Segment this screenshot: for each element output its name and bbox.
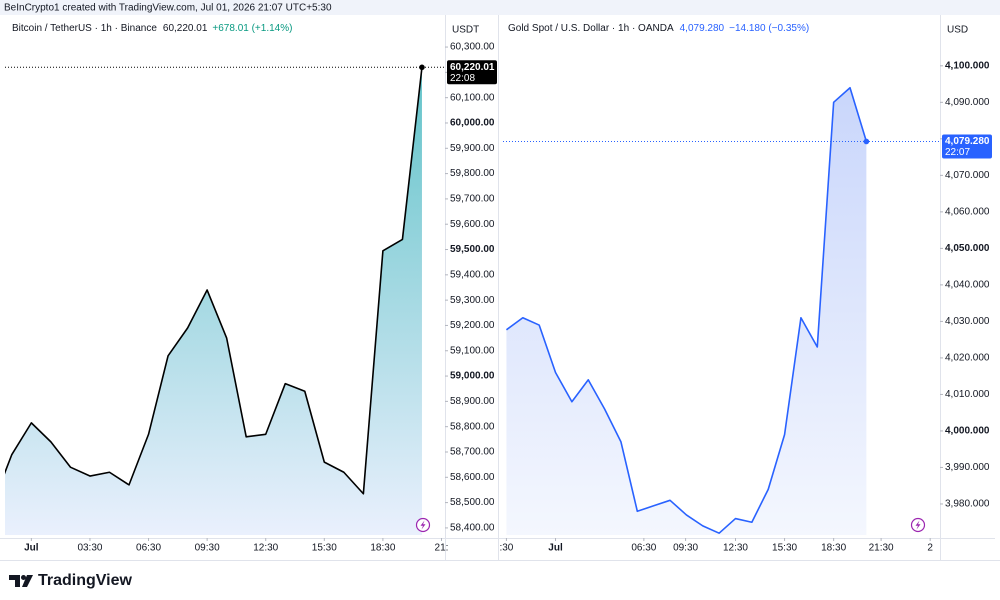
y-tick-label: 4,020.000 bbox=[945, 353, 990, 364]
y-tick-label: 4,070.000 bbox=[945, 170, 990, 181]
x-tick-label: :30 bbox=[499, 543, 513, 554]
x-tick-label: 12:30 bbox=[253, 543, 278, 554]
y-tick-label: 4,050.000 bbox=[945, 243, 990, 254]
y-tick-label: 58,400.00 bbox=[450, 523, 495, 534]
y-tick-label: 4,090.000 bbox=[945, 97, 990, 108]
y-tick-label: 59,800.00 bbox=[450, 168, 495, 179]
y-tick-label: 59,500.00 bbox=[450, 244, 495, 255]
y-tick-label: 59,100.00 bbox=[450, 345, 495, 356]
x-tick-label: 18:30 bbox=[370, 543, 395, 554]
y-tick-label: 59,400.00 bbox=[450, 269, 495, 280]
line bbox=[505, 86, 868, 534]
symbol-title: Gold Spot / U.S. Dollar · 1h · OANDA bbox=[508, 23, 674, 34]
brand-logo bbox=[9, 575, 33, 587]
y-tick-label: 4,000.000 bbox=[945, 426, 990, 437]
y-tick-label: 59,200.00 bbox=[450, 320, 495, 331]
price-badge bbox=[942, 134, 992, 159]
last-price: 4,079.280 bbox=[680, 23, 725, 34]
brand: TradingView bbox=[38, 572, 133, 589]
price-badge bbox=[447, 60, 497, 85]
area bbox=[5, 67, 422, 535]
x-tick-label: 03:30 bbox=[77, 543, 102, 554]
y-tick-label: 59,000.00 bbox=[450, 371, 495, 382]
area bbox=[506, 87, 867, 535]
y-tick-label: 58,600.00 bbox=[450, 472, 495, 483]
x-tick-label: 15:30 bbox=[772, 543, 797, 554]
line bbox=[5, 67, 423, 495]
y-tick-label: 59,600.00 bbox=[450, 219, 495, 230]
y-tick-label: 3,980.000 bbox=[945, 499, 990, 510]
legend: Gold Spot / U.S. Dollar · 1h · OANDA 4,07… bbox=[508, 23, 809, 34]
x-tick-label: 21:30 bbox=[869, 543, 894, 554]
y-tick-label: 4,040.000 bbox=[945, 280, 990, 291]
alert-icon-bolt bbox=[915, 520, 921, 530]
last-point bbox=[863, 138, 870, 145]
price-badge-time: 22:08 bbox=[450, 73, 475, 84]
y-tick-label: 60,000.00 bbox=[450, 118, 495, 129]
y-tick-label: 4,030.000 bbox=[945, 316, 990, 327]
x-tick-label: Jul bbox=[24, 543, 39, 554]
y-tick-label: 59,900.00 bbox=[450, 143, 495, 154]
symbol-title: Bitcoin / TetherUS · 1h · Binance bbox=[12, 23, 157, 34]
x-tick-label: 06:30 bbox=[136, 543, 161, 554]
attribution-bar bbox=[0, 0, 1000, 15]
last-price: 60,220.01 bbox=[163, 23, 208, 34]
last-point bbox=[419, 64, 425, 71]
y-tick-label: 58,700.00 bbox=[450, 447, 495, 458]
y-axis-unit: USD bbox=[947, 25, 968, 36]
x-tick-label: 2 bbox=[927, 543, 933, 554]
legend: Bitcoin / TetherUS · 1h · Binance 60,220.… bbox=[12, 23, 292, 34]
y-tick-label: 60,300.00 bbox=[450, 42, 495, 53]
x-tick-label: 09:30 bbox=[195, 543, 220, 554]
attribution: BeInCrypto1 created with TradingView.com… bbox=[4, 3, 332, 14]
y-tick-label: 60,100.00 bbox=[450, 92, 495, 103]
y-tick-label: 59,300.00 bbox=[450, 295, 495, 306]
x-tick-label: 12:30 bbox=[723, 543, 748, 554]
price-change: +678.01 (+1.14%) bbox=[212, 23, 292, 34]
y-tick-label: 4,100.000 bbox=[945, 60, 990, 71]
x-tick-label: 09:30 bbox=[673, 543, 698, 554]
price-badge-time: 22:07 bbox=[945, 147, 970, 158]
x-tick-label: 15:30 bbox=[312, 543, 337, 554]
price-badge-value: 4,079.280 bbox=[945, 136, 990, 147]
x-tick-label: Jul bbox=[548, 543, 563, 554]
alert-icon-bolt bbox=[420, 520, 426, 530]
price-badge-value: 60,220.01 bbox=[450, 62, 495, 73]
x-tick-label: 21: bbox=[435, 543, 449, 554]
y-axis-unit: USDT bbox=[452, 25, 479, 36]
y-tick-label: 58,800.00 bbox=[450, 421, 495, 432]
y-tick-label: 58,500.00 bbox=[450, 497, 495, 508]
x-tick-label: 18:30 bbox=[821, 543, 846, 554]
y-tick-label: 3,990.000 bbox=[945, 462, 990, 473]
y-tick-label: 58,900.00 bbox=[450, 396, 495, 407]
price-change: −14.180 (−0.35%) bbox=[729, 23, 809, 34]
y-tick-label: 4,010.000 bbox=[945, 389, 990, 400]
x-tick-label: 06:30 bbox=[631, 543, 656, 554]
y-tick-label: 4,060.000 bbox=[945, 207, 990, 218]
y-tick-label: 59,700.00 bbox=[450, 194, 495, 205]
